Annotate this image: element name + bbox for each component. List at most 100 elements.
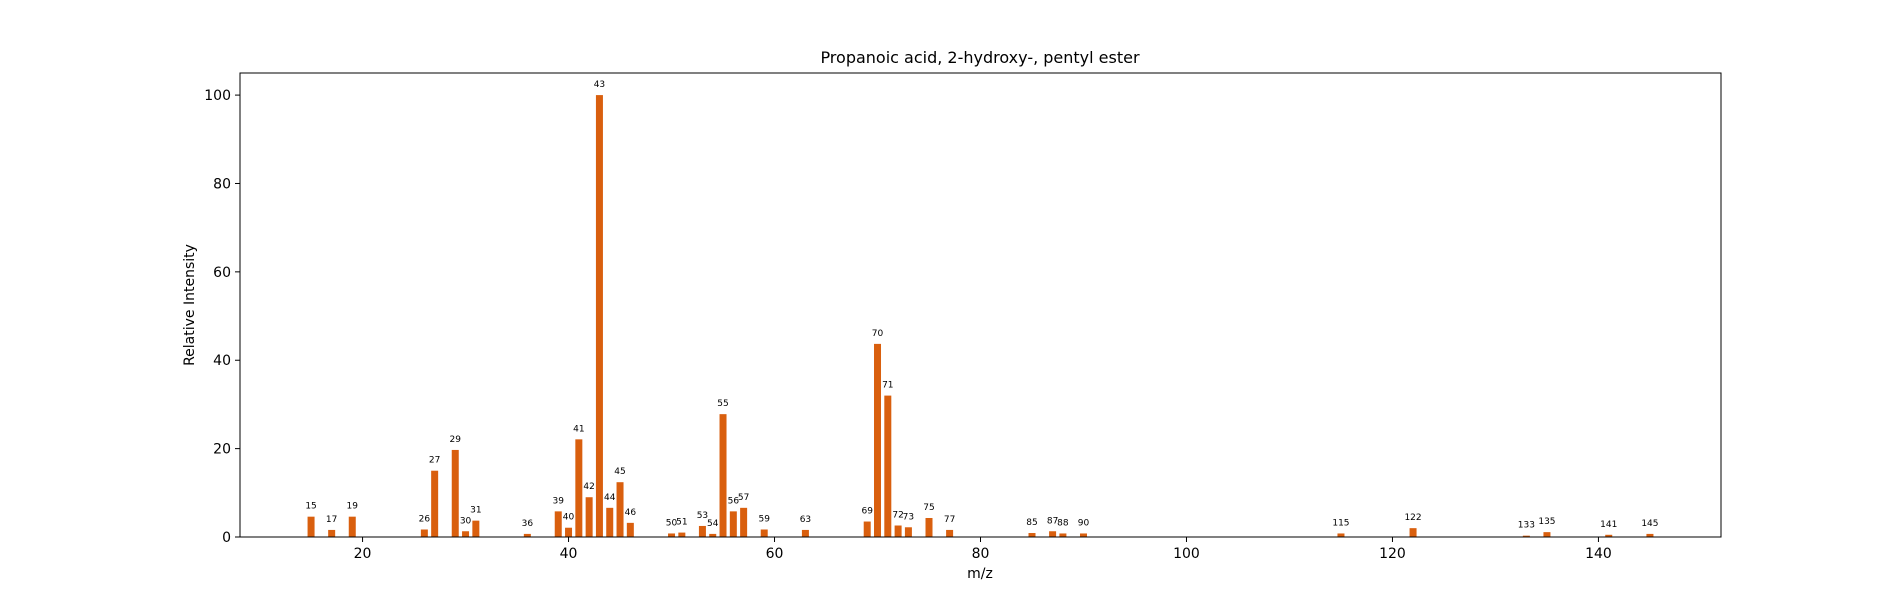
bar-label-mz-51: 51 (676, 518, 687, 528)
bar-label-mz-85: 85 (1026, 518, 1037, 528)
bar-label-mz-36: 36 (522, 519, 534, 529)
y-tick-label: 80 (213, 176, 231, 192)
bar-mz-54 (709, 533, 717, 537)
bar-label-mz-59: 59 (758, 514, 770, 524)
bar-label-mz-45: 45 (614, 467, 625, 477)
x-tick-label: 140 (1585, 546, 1612, 562)
bar-label-mz-46: 46 (625, 508, 637, 518)
y-axis-label: Relative Intensity (182, 244, 198, 366)
bar-label-mz-42: 42 (583, 482, 594, 492)
bar-label-mz-54: 54 (707, 519, 719, 529)
bar-label-mz-30: 30 (460, 516, 472, 526)
bar-mz-55 (719, 414, 727, 537)
bar-label-mz-29: 29 (450, 435, 462, 445)
bar-mz-40 (565, 527, 573, 537)
bar-mz-72 (894, 525, 902, 537)
bar-mz-88 (1059, 533, 1067, 537)
bar-label-mz-63: 63 (800, 515, 811, 525)
bar-mz-87 (1049, 531, 1057, 537)
bars-group (307, 95, 1654, 537)
bar-label-mz-90: 90 (1078, 518, 1090, 528)
bar-mz-30 (462, 531, 470, 537)
bar-label-mz-135: 135 (1538, 517, 1555, 527)
bar-label-mz-70: 70 (872, 329, 884, 339)
bar-mz-50 (668, 533, 676, 537)
y-tick-label: 40 (213, 353, 231, 369)
bar-mz-19 (348, 516, 356, 537)
bar-mz-36 (523, 533, 531, 537)
bar-mz-27 (431, 470, 439, 537)
x-axis-ticks: 20 40 60 80 100 120 140 (354, 537, 1612, 562)
bar-mz-15 (307, 516, 315, 537)
bar-mz-77 (946, 529, 954, 537)
bar-label-mz-87: 87 (1047, 516, 1058, 526)
bar-mz-53 (698, 525, 706, 537)
y-tick-label: 0 (222, 530, 231, 546)
bar-mz-45 (616, 482, 624, 537)
bar-label-mz-17: 17 (326, 515, 337, 525)
bar-label-mz-77: 77 (944, 515, 955, 525)
bar-label-mz-75: 75 (923, 503, 934, 513)
bar-mz-141 (1605, 534, 1613, 537)
x-tick-label: 100 (1173, 546, 1200, 562)
bar-mz-29 (451, 449, 459, 537)
bar-label-mz-141: 141 (1600, 520, 1617, 530)
bar-mz-42 (585, 497, 593, 537)
x-tick-label: 120 (1379, 546, 1406, 562)
bar-label-mz-39: 39 (553, 496, 565, 506)
bar-label-mz-133: 133 (1518, 521, 1535, 531)
x-tick-label: 40 (560, 546, 578, 562)
bar-label-mz-122: 122 (1404, 513, 1421, 523)
bar-mz-135 (1543, 532, 1551, 537)
bar-label-mz-44: 44 (604, 493, 616, 503)
bar-label-mz-26: 26 (419, 514, 431, 524)
x-tick-label: 60 (766, 546, 784, 562)
bar-label-mz-71: 71 (882, 381, 893, 391)
plot-frame (239, 72, 1722, 538)
bar-mz-73 (904, 527, 912, 537)
bar-label-mz-55: 55 (717, 399, 728, 409)
bar-label-mz-69: 69 (861, 507, 873, 517)
x-axis-label: m/z (967, 566, 993, 582)
y-tick-label: 60 (213, 265, 231, 281)
bar-label-mz-72: 72 (892, 511, 903, 521)
bar-mz-57 (740, 507, 748, 537)
bar-mz-46 (626, 522, 634, 537)
bar-mz-41 (575, 439, 583, 537)
bar-mz-71 (884, 395, 892, 537)
bar-mz-43 (595, 95, 603, 537)
bar-label-mz-43: 43 (594, 80, 605, 90)
y-axis-ticks: 0 20 40 60 80 100 (204, 88, 240, 546)
bar-mz-85 (1028, 533, 1036, 537)
bar-label-mz-50: 50 (666, 518, 678, 528)
bar-mz-145 (1646, 533, 1654, 537)
bar-mz-31 (472, 520, 480, 537)
bar-label-mz-19: 19 (347, 502, 359, 512)
bar-mz-75 (925, 517, 933, 537)
bar-label-mz-88: 88 (1057, 518, 1069, 528)
bar-label-mz-56: 56 (728, 496, 740, 506)
bar-mz-122 (1409, 528, 1417, 537)
bar-label-mz-31: 31 (470, 506, 481, 516)
bar-mz-44 (606, 507, 614, 537)
x-tick-label: 20 (354, 546, 372, 562)
bar-label-mz-27: 27 (429, 456, 440, 466)
chart-title: Propanoic acid, 2-hydroxy-, pentyl ester (820, 48, 1140, 67)
bar-mz-59 (760, 529, 768, 537)
bar-mz-51 (678, 532, 686, 537)
bar-label-mz-57: 57 (738, 493, 749, 503)
bar-mz-115 (1337, 533, 1345, 537)
bar-mz-39 (554, 511, 562, 537)
bar-label-mz-41: 41 (573, 424, 584, 434)
y-tick-label: 100 (204, 88, 231, 104)
bar-mz-70 (874, 343, 882, 537)
bar-mz-56 (729, 511, 737, 537)
bar-label-mz-115: 115 (1332, 518, 1349, 528)
bar-label-mz-40: 40 (563, 513, 575, 523)
bar-label-mz-53: 53 (697, 511, 708, 521)
x-tick-label: 80 (972, 546, 990, 562)
bar-label-mz-15: 15 (305, 502, 316, 512)
